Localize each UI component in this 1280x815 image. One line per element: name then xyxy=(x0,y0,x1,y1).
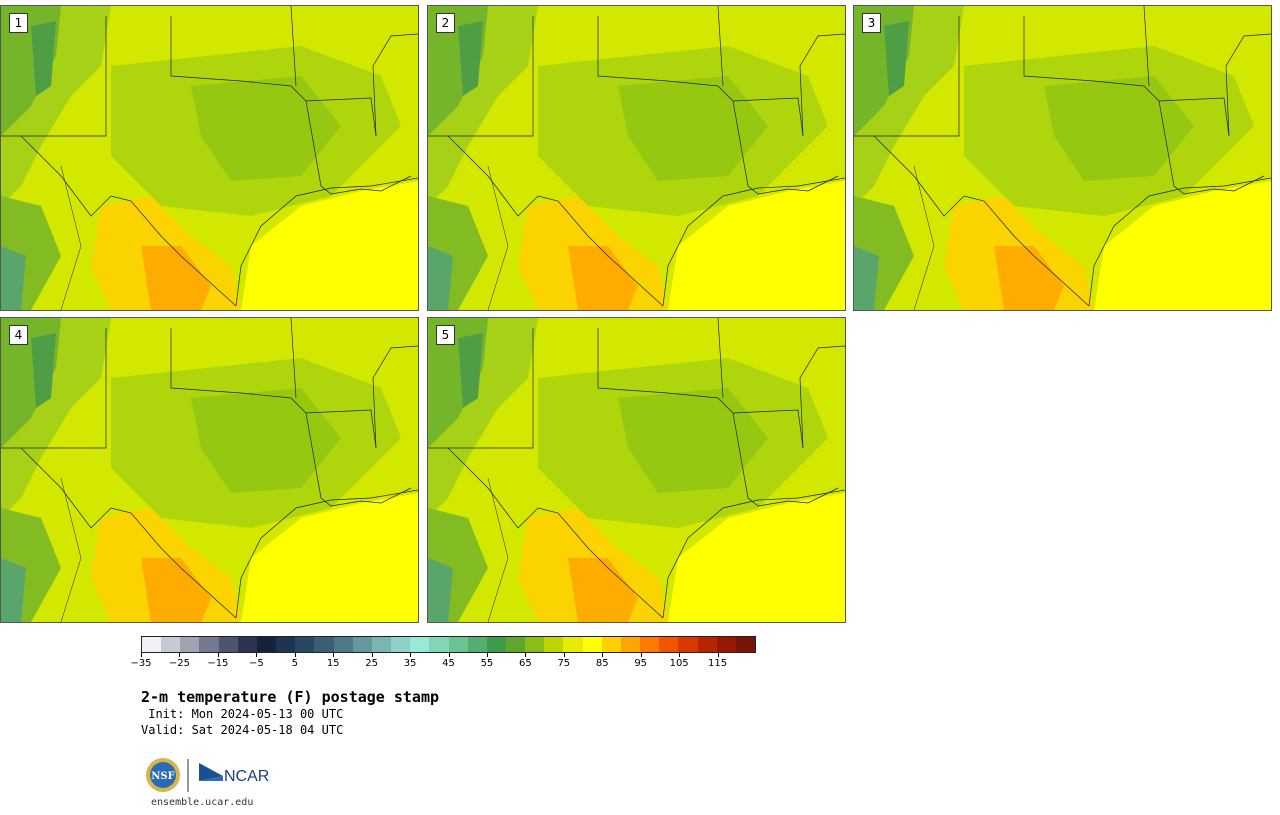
colorbar-segment xyxy=(467,637,487,652)
colorbar-tick xyxy=(525,653,527,657)
map-canvas xyxy=(428,6,845,310)
colorbar-segment xyxy=(563,637,583,652)
colorbar-segment xyxy=(237,637,257,652)
panel-number-label: 4 xyxy=(9,325,28,345)
colorbar-segment xyxy=(161,637,181,652)
init-time: Init: Mon 2024-05-13 00 UTC xyxy=(141,707,344,721)
colorbar-segment xyxy=(505,637,526,652)
colorbar-segment xyxy=(678,637,698,652)
stamp-panel-5: 5 xyxy=(427,317,846,623)
colorbar-segment xyxy=(410,637,430,652)
map-canvas xyxy=(854,6,1271,310)
colorbar-segment xyxy=(180,637,200,652)
colorbar-ticks: −35 −25 −15 −5 5 15 25 35 45 55 65 75 85 95 105 115 xyxy=(130,653,756,673)
panel-number-label: 1 xyxy=(9,13,28,33)
stamp-panel-1: 1 xyxy=(0,5,419,311)
colorbar-segment xyxy=(735,637,755,652)
colorbar-segment xyxy=(218,637,238,652)
colorbar-tick-label: 55 xyxy=(480,658,494,669)
colorbar-segment xyxy=(199,637,219,652)
colorbar-tick xyxy=(717,653,719,657)
colorbar-segment xyxy=(601,637,621,652)
colorbar-segment xyxy=(544,637,564,652)
colorbar-segment xyxy=(429,637,449,652)
colorbar-tick-label: 45 xyxy=(442,658,455,669)
nsf-logo: NSF xyxy=(146,758,180,792)
logo-group: NSF NCAR xyxy=(145,756,275,796)
colorbar-segment xyxy=(333,637,353,652)
colorbar-tick-label: 65 xyxy=(519,658,532,669)
colorbar-segment xyxy=(582,637,602,652)
figure-title: 2-m temperature (F) postage stamp xyxy=(141,688,440,706)
colorbar-tick-label: −25 xyxy=(168,658,190,669)
colorbar-segment xyxy=(486,637,506,652)
colorbar-tick-label: 105 xyxy=(669,658,689,669)
map-canvas xyxy=(1,318,418,622)
colorbar-segment xyxy=(620,637,641,652)
colorbar-tick-label: 85 xyxy=(595,658,609,669)
stamp-panel-2: 2 xyxy=(427,5,846,311)
colorbar-tick-label: 5 xyxy=(291,658,298,669)
figure-title-block: 2-m temperature (F) postage stamp Init: … xyxy=(141,688,439,738)
colorbar-segment xyxy=(142,637,162,652)
ncar-logo: NCAR xyxy=(199,763,269,785)
colorbar-tick xyxy=(602,653,604,657)
colorbar-segment xyxy=(256,637,277,652)
colorbar-tick xyxy=(679,653,681,657)
stamp-panel-3: 3 xyxy=(853,5,1272,311)
panel-number-label: 3 xyxy=(862,13,881,33)
colorbar-tick-label: 25 xyxy=(365,658,378,669)
colorbar-segment xyxy=(659,637,679,652)
colorbar-tick xyxy=(294,653,296,657)
colorbar-tick-label: 95 xyxy=(634,658,648,669)
colorbar-segment xyxy=(640,637,660,652)
colorbar-segment xyxy=(391,637,411,652)
colorbar-tick-label: −35 xyxy=(130,658,152,669)
colorbar-tick-label: 75 xyxy=(557,658,571,669)
panel-number-label: 2 xyxy=(436,13,455,33)
map-canvas xyxy=(1,6,418,310)
temperature-colorbar xyxy=(141,636,756,653)
colorbar-tick xyxy=(179,653,181,657)
colorbar-tick xyxy=(563,653,565,657)
map-canvas xyxy=(428,318,845,622)
colorbar-segment xyxy=(697,637,717,652)
stamp-panel-4: 4 xyxy=(0,317,419,623)
colorbar-tick-label: 15 xyxy=(326,658,340,669)
footer-url: ensemble.ucar.edu xyxy=(151,797,254,808)
colorbar-tick xyxy=(486,653,488,657)
colorbar-tick xyxy=(410,653,412,657)
colorbar-segment xyxy=(371,637,392,652)
colorbar-tick xyxy=(141,653,142,657)
colorbar-tick xyxy=(448,653,450,657)
colorbar-segment xyxy=(276,637,296,652)
colorbar-tick xyxy=(333,653,335,657)
colorbar-tick-label: 35 xyxy=(403,658,417,669)
colorbar-segment xyxy=(525,637,545,652)
colorbar-segment xyxy=(314,637,334,652)
colorbar-tick xyxy=(217,653,219,657)
colorbar-tick xyxy=(640,653,642,657)
colorbar-segment xyxy=(716,637,736,652)
colorbar-segment xyxy=(352,637,372,652)
colorbar-tick-label: −15 xyxy=(207,658,229,669)
colorbar-tick xyxy=(371,653,373,657)
valid-time: Valid: Sat 2024-05-18 04 UTC xyxy=(141,723,344,737)
panel-number-label: 5 xyxy=(436,325,455,345)
colorbar-segment xyxy=(295,637,315,652)
colorbar-segment xyxy=(448,637,468,652)
colorbar-tick-label: −5 xyxy=(248,658,264,669)
ncar-logo-text: NCAR xyxy=(224,768,269,785)
nsf-logo-text: NSF xyxy=(151,771,174,782)
colorbar-tick xyxy=(256,653,258,657)
colorbar-tick-label: 115 xyxy=(708,658,728,669)
